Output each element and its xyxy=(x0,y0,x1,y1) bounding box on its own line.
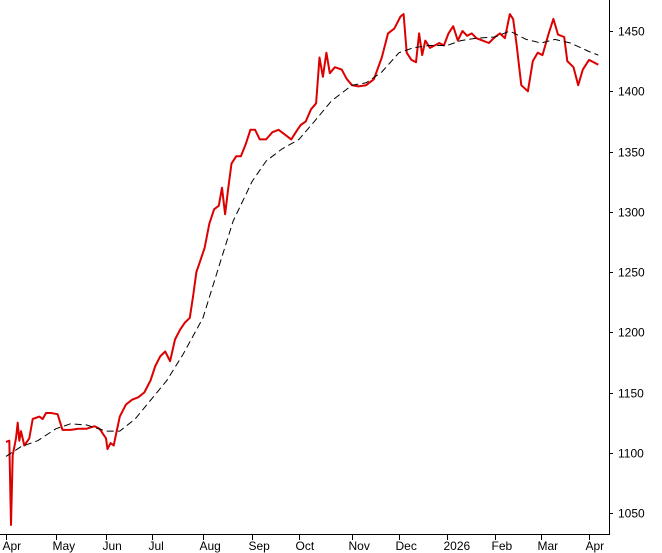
x-tick-label: Aug xyxy=(200,539,221,553)
moving-average-line xyxy=(5,30,599,457)
x-tick-label: Sep xyxy=(249,539,271,553)
x-axis-ticks: Apr May Jun Jul Aug Sep Oct Nov Dec 2026 Feb Mar Apr xyxy=(3,534,605,553)
y-tick-label: 1350 xyxy=(618,146,645,160)
y-tick-label: 1250 xyxy=(618,266,645,280)
x-tick-label: Dec xyxy=(396,539,417,553)
x-tick-label: Oct xyxy=(296,539,315,553)
x-tick-label: 2026 xyxy=(444,539,471,553)
y-axis-ticks: 1050 1100 1150 1200 1250 1300 1350 1400 1450 xyxy=(609,25,645,521)
x-tick-label: Jun xyxy=(103,539,122,553)
y-tick-label: 1200 xyxy=(618,326,645,340)
y-tick-label: 1450 xyxy=(618,25,645,39)
x-tick-label: Apr xyxy=(586,539,605,553)
y-tick-label: 1400 xyxy=(618,85,645,99)
y-tick-label: 1300 xyxy=(618,206,645,220)
x-tick-label: Mar xyxy=(538,539,559,553)
x-tick-label: Nov xyxy=(349,539,370,553)
series-layer xyxy=(5,13,599,526)
x-tick-label: Jul xyxy=(149,539,164,553)
x-tick-label: Apr xyxy=(3,539,22,553)
y-tick-label: 1150 xyxy=(618,387,644,401)
y-tick-label: 1050 xyxy=(618,507,645,521)
x-tick-label: May xyxy=(53,539,76,553)
y-tick-label: 1100 xyxy=(618,447,644,461)
x-tick-label: Feb xyxy=(492,539,513,553)
